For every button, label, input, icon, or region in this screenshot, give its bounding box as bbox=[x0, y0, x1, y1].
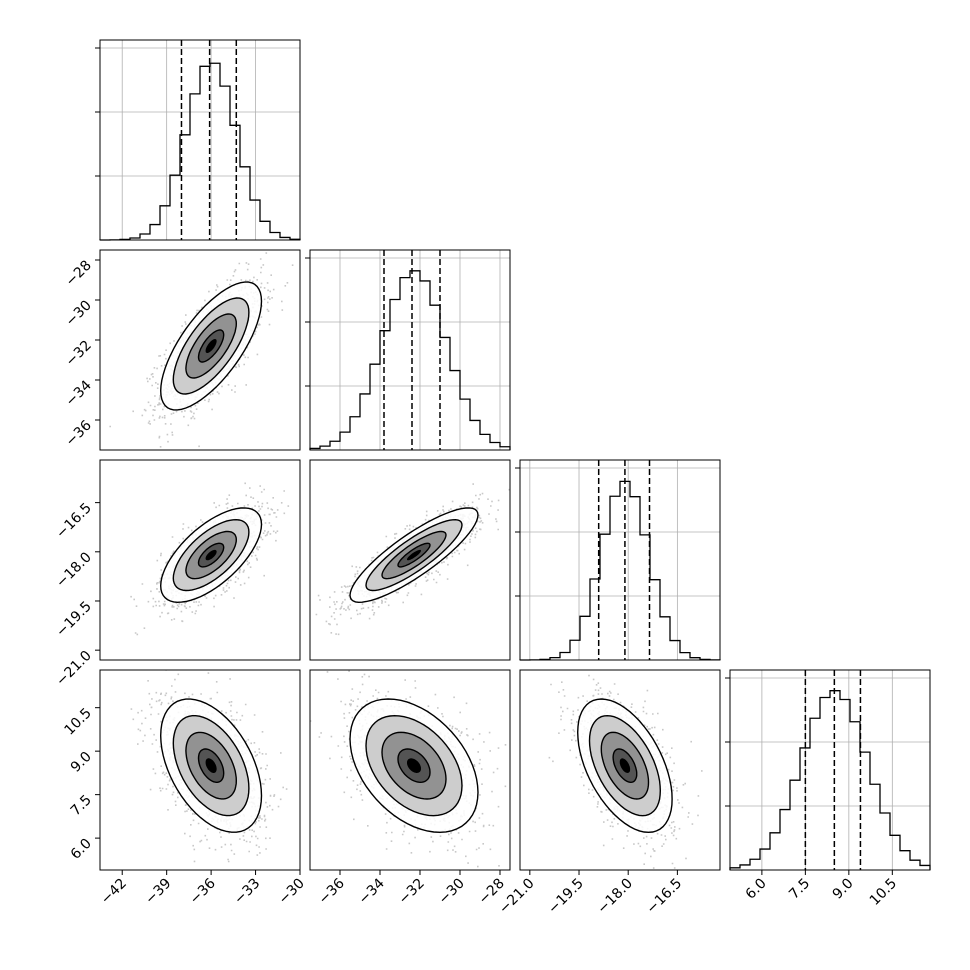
contour-line bbox=[159, 281, 263, 411]
y-tick-label: −32 bbox=[63, 338, 95, 370]
x-tick-label: −30 bbox=[436, 876, 468, 908]
contour-line bbox=[172, 518, 250, 592]
contour-line bbox=[159, 698, 263, 833]
panel-frame bbox=[309, 669, 511, 871]
scatter-panel bbox=[309, 459, 511, 661]
contour-line bbox=[365, 714, 463, 817]
histogram-steps bbox=[309, 270, 511, 450]
contour-line bbox=[349, 698, 479, 834]
contour-line bbox=[397, 542, 431, 568]
y-tick-label: −19.5 bbox=[53, 598, 95, 640]
density-peak bbox=[619, 758, 631, 773]
scatter-panel bbox=[99, 459, 301, 661]
x-tick-label: 6.0 bbox=[743, 876, 770, 903]
y-tick-label: −28 bbox=[63, 258, 95, 290]
contour-line bbox=[172, 715, 250, 817]
y-tick-label: −36 bbox=[63, 417, 95, 449]
contour-line bbox=[588, 714, 662, 817]
y-tick-label: 7.5 bbox=[68, 792, 95, 819]
y-tick-label: −16.5 bbox=[53, 500, 95, 542]
density-peak bbox=[205, 549, 217, 561]
contour-line bbox=[197, 748, 225, 783]
contour-line bbox=[576, 698, 673, 834]
contour-line bbox=[172, 297, 250, 395]
contour-line bbox=[197, 542, 225, 568]
scatter-panel bbox=[99, 249, 301, 451]
contour-line bbox=[397, 748, 431, 784]
contour-line bbox=[159, 507, 263, 604]
histogram-panel bbox=[95, 39, 301, 241]
panel-frame bbox=[309, 459, 511, 661]
histogram-panel bbox=[305, 249, 511, 451]
x-tick-label: −32 bbox=[396, 876, 428, 908]
histogram-panel bbox=[515, 459, 721, 661]
contour-line bbox=[600, 731, 650, 800]
x-tick-label: 10.5 bbox=[867, 876, 900, 909]
panel-frame bbox=[99, 459, 301, 661]
contour-line bbox=[185, 731, 238, 800]
panel-frame bbox=[99, 669, 301, 871]
panel-frame bbox=[519, 459, 721, 661]
density-peak bbox=[205, 758, 217, 773]
x-tick-label: −34 bbox=[356, 875, 388, 907]
x-tick-label: −16.5 bbox=[644, 876, 686, 918]
contour-line bbox=[381, 530, 447, 580]
histogram-steps bbox=[519, 480, 721, 661]
x-tick-label: −19.5 bbox=[545, 876, 587, 918]
scatter-panel bbox=[99, 669, 301, 871]
x-tick-label: −39 bbox=[142, 876, 174, 908]
y-tick-label: 9.0 bbox=[68, 749, 95, 776]
density-peak bbox=[407, 549, 421, 561]
y-tick-label: −30 bbox=[63, 298, 95, 330]
contour-line bbox=[197, 329, 225, 363]
x-tick-label: 7.5 bbox=[786, 876, 813, 903]
histogram-steps bbox=[729, 690, 931, 870]
x-tick-label: −36 bbox=[187, 875, 219, 907]
panel-frame bbox=[99, 249, 301, 451]
y-tick-label: 10.5 bbox=[61, 705, 94, 738]
panel-frame bbox=[309, 249, 511, 451]
histogram-steps bbox=[99, 62, 301, 241]
histogram-panel bbox=[725, 669, 931, 871]
density-peak bbox=[407, 758, 421, 773]
y-tick-label: −18.0 bbox=[53, 549, 95, 591]
y-tick-label: −34 bbox=[63, 377, 95, 409]
x-tick-label: −18.0 bbox=[594, 876, 636, 918]
x-tick-label: −36 bbox=[316, 875, 348, 907]
contour-line bbox=[381, 731, 447, 800]
contour-line bbox=[365, 518, 463, 592]
x-tick-label: −30 bbox=[276, 876, 308, 908]
contour-line bbox=[185, 530, 238, 580]
x-tick-label: −33 bbox=[231, 876, 263, 908]
scatter-panel bbox=[519, 669, 721, 871]
panel-frame bbox=[99, 39, 301, 241]
contour-line bbox=[185, 313, 238, 379]
x-tick-label: 9.0 bbox=[830, 876, 857, 903]
x-tick-label: −42 bbox=[98, 876, 130, 908]
y-tick-label: −21.0 bbox=[53, 648, 95, 690]
panel-frame bbox=[519, 669, 721, 871]
contour-line bbox=[349, 507, 479, 604]
scatter-panel bbox=[309, 669, 511, 871]
y-tick-label: 6.0 bbox=[68, 836, 95, 863]
panel-frame bbox=[729, 669, 931, 871]
density-peak bbox=[205, 339, 217, 353]
contour-line bbox=[612, 748, 638, 784]
